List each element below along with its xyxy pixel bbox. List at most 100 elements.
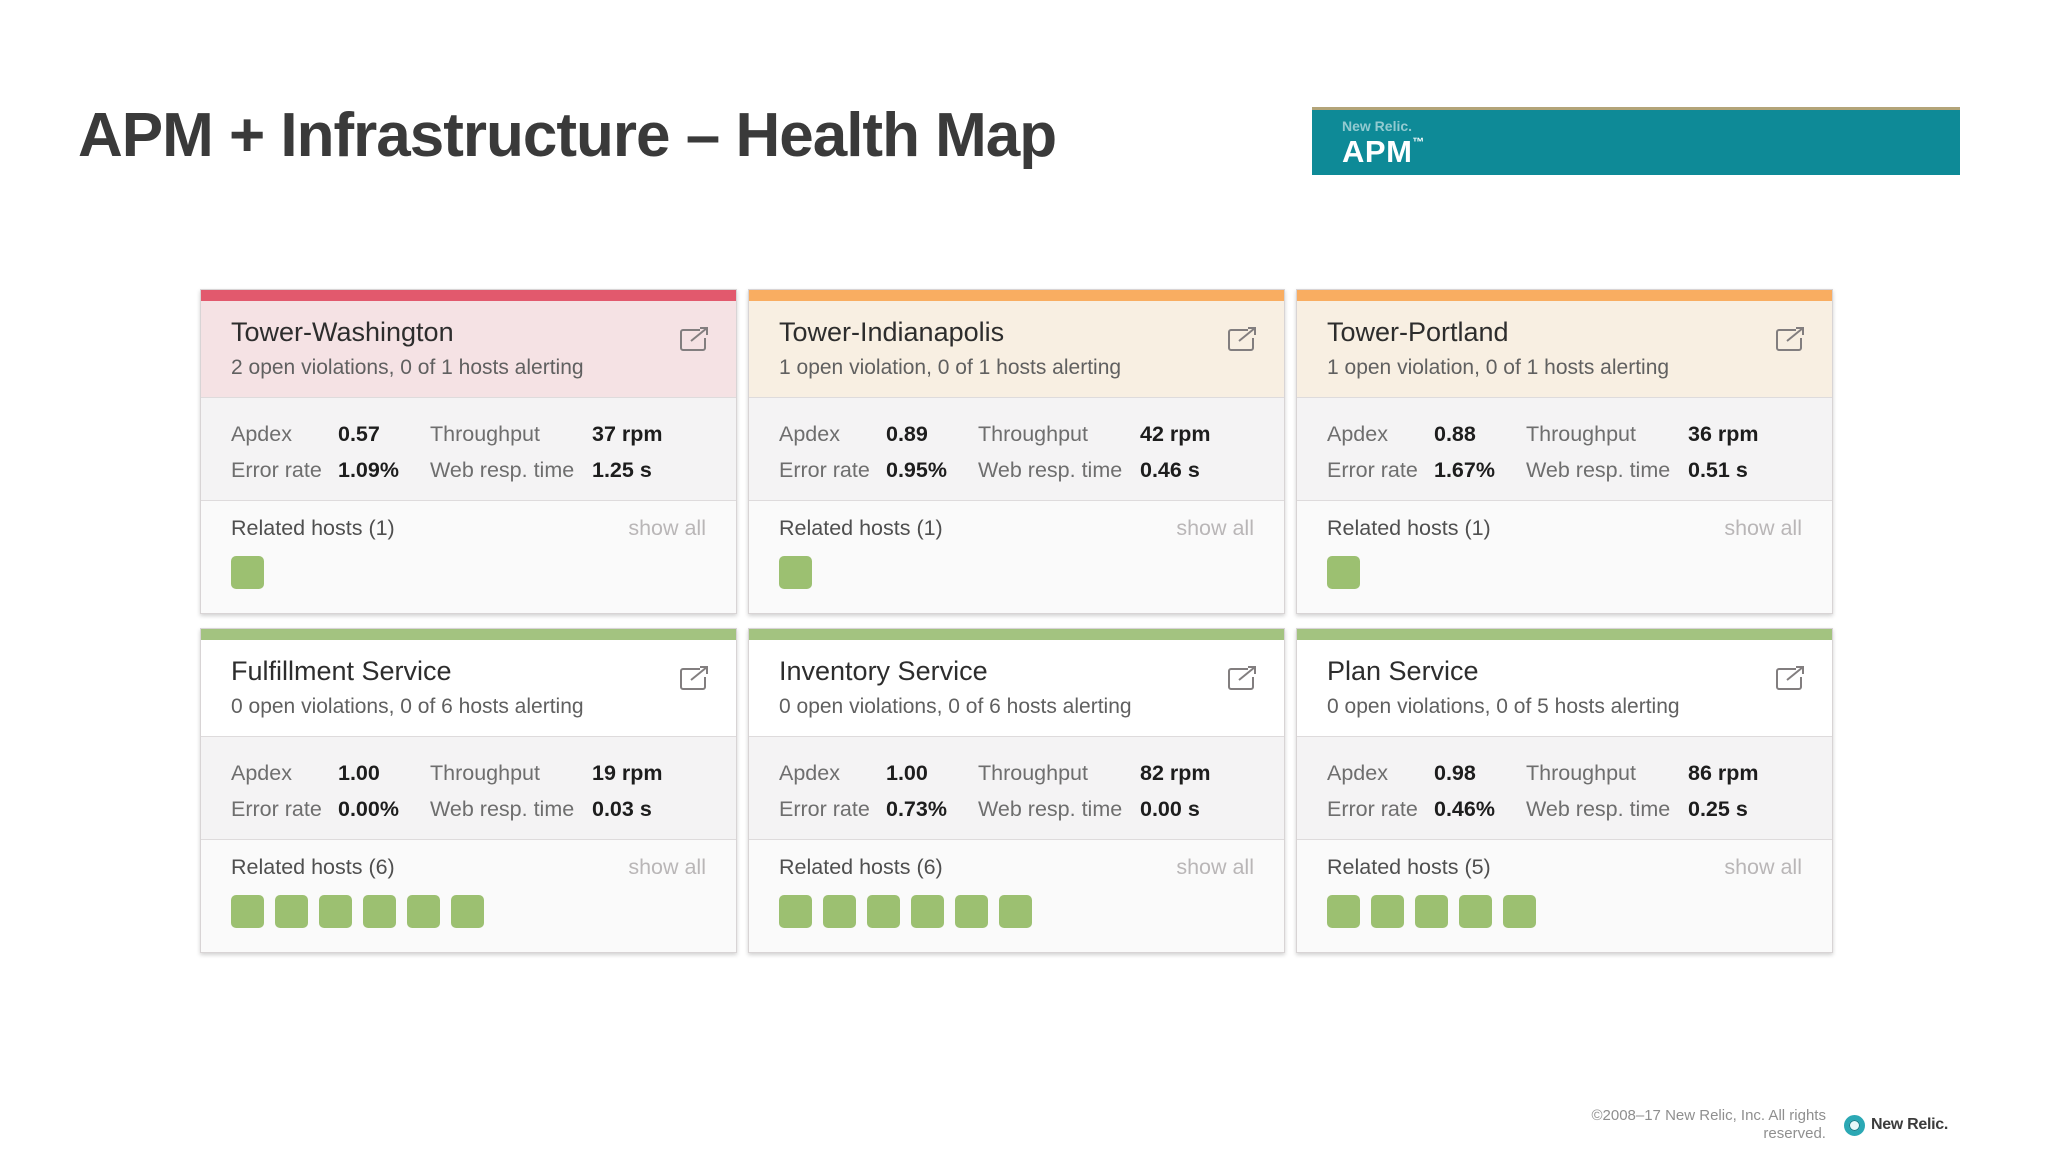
- host-square[interactable]: [319, 895, 352, 928]
- external-link-icon[interactable]: [676, 325, 712, 355]
- host-square[interactable]: [779, 556, 812, 589]
- metric-value: 1.00: [886, 761, 928, 785]
- metric-value: 0.25 s: [1688, 797, 1748, 821]
- metric-value: 0.89: [886, 422, 928, 446]
- footer: ©2008–17 New Relic, Inc. All rights rese…: [1586, 1107, 1948, 1145]
- show-all-link[interactable]: show all: [1724, 855, 1802, 879]
- card-header: Tower-Indianapolis 1 open violation, 0 o…: [749, 301, 1284, 398]
- external-link-icon[interactable]: [1772, 664, 1808, 694]
- health-map-card: Tower-Indianapolis 1 open violation, 0 o…: [748, 289, 1285, 614]
- card-violations: 1 open violation, 0 of 1 hosts alerting: [779, 356, 1122, 379]
- card-status-strip: [749, 290, 1284, 301]
- metric-value: 0.57: [338, 422, 380, 446]
- related-hosts-section: Related hosts (1) show all: [1297, 501, 1832, 613]
- host-square[interactable]: [955, 895, 988, 928]
- metric-value: 0.51 s: [1688, 458, 1748, 482]
- external-link-icon[interactable]: [1772, 325, 1808, 355]
- related-hosts-label: Related hosts (1): [779, 516, 943, 540]
- metric-label: Apdex: [1327, 761, 1388, 785]
- related-hosts-label: Related hosts (6): [779, 855, 943, 879]
- page-title: APM + Infrastructure – Health Map: [78, 101, 1057, 170]
- new-relic-logo: New Relic.: [1843, 1114, 1948, 1136]
- related-hosts-section: Related hosts (1) show all: [201, 501, 736, 613]
- host-square[interactable]: [231, 556, 264, 589]
- related-hosts-label: Related hosts (6): [231, 855, 395, 879]
- health-map-grid: Tower-Washington 2 open violations, 0 of…: [200, 289, 1833, 953]
- card-title: Plan Service: [1327, 656, 1479, 686]
- metric-value: 36 rpm: [1688, 422, 1759, 446]
- host-square[interactable]: [823, 895, 856, 928]
- card-title: Inventory Service: [779, 656, 988, 686]
- card-metrics: Apdex 0.88 Throughput 36 rpm Error rate 1.67%…: [1297, 398, 1832, 501]
- card-header: Plan Service 0 open violations, 0 of 5 h…: [1297, 640, 1832, 737]
- health-map-card: Fulfillment Service 0 open violations, 0…: [200, 628, 737, 953]
- metric-value: 42 rpm: [1140, 422, 1211, 446]
- host-square[interactable]: [407, 895, 440, 928]
- metric-label: Error rate: [231, 458, 322, 482]
- metric-label: Error rate: [779, 458, 870, 482]
- banner-product-text: APM: [1342, 134, 1413, 169]
- host-square[interactable]: [451, 895, 484, 928]
- metric-label: Apdex: [779, 761, 840, 785]
- metric-label: Throughput: [978, 761, 1088, 785]
- host-square[interactable]: [1459, 895, 1492, 928]
- host-square[interactable]: [1371, 895, 1404, 928]
- card-header: Fulfillment Service 0 open violations, 0…: [201, 640, 736, 737]
- copyright-text: ©2008–17 New Relic, Inc. All rights rese…: [1591, 1106, 1826, 1143]
- metric-label: Throughput: [430, 761, 540, 785]
- host-squares: [1327, 895, 1802, 928]
- banner-product-label: APM™: [1342, 136, 1960, 167]
- external-link-icon[interactable]: [676, 664, 712, 694]
- metric-label: Error rate: [1327, 797, 1418, 821]
- card-violations: 1 open violation, 0 of 1 hosts alerting: [1327, 356, 1670, 379]
- new-relic-orb-icon: [1843, 1114, 1865, 1136]
- card-metrics: Apdex 1.00 Throughput 82 rpm Error rate 0.73%…: [749, 737, 1284, 840]
- show-all-link[interactable]: show all: [1176, 855, 1254, 879]
- card-status-strip: [201, 629, 736, 640]
- card-header: Inventory Service 0 open violations, 0 o…: [749, 640, 1284, 737]
- metric-value: 0.46%: [1434, 797, 1495, 821]
- card-metrics: Apdex 0.57 Throughput 37 rpm Error rate 1.09%…: [201, 398, 736, 501]
- card-violations: 0 open violations, 0 of 6 hosts alerting: [779, 695, 1132, 718]
- card-violations: 0 open violations, 0 of 5 hosts alerting: [1327, 695, 1680, 718]
- host-square[interactable]: [1415, 895, 1448, 928]
- health-map-card: Tower-Washington 2 open violations, 0 of…: [200, 289, 737, 614]
- show-all-link[interactable]: show all: [628, 516, 706, 540]
- related-hosts-section: Related hosts (5) show all: [1297, 840, 1832, 952]
- metric-value: 1.00: [338, 761, 380, 785]
- metric-value: 0.03 s: [592, 797, 652, 821]
- show-all-link[interactable]: show all: [1724, 516, 1802, 540]
- host-squares: [1327, 556, 1802, 589]
- metric-value: 1.67%: [1434, 458, 1495, 482]
- host-square[interactable]: [363, 895, 396, 928]
- card-status-strip: [1297, 290, 1832, 301]
- metric-value: 86 rpm: [1688, 761, 1759, 785]
- host-squares: [231, 895, 706, 928]
- show-all-link[interactable]: show all: [1176, 516, 1254, 540]
- host-square[interactable]: [1327, 556, 1360, 589]
- card-title: Tower-Portland: [1327, 317, 1509, 347]
- external-link-icon[interactable]: [1224, 664, 1260, 694]
- metric-label: Error rate: [231, 797, 322, 821]
- host-square[interactable]: [999, 895, 1032, 928]
- host-square[interactable]: [1503, 895, 1536, 928]
- metric-value: 0.88: [1434, 422, 1476, 446]
- host-square[interactable]: [911, 895, 944, 928]
- host-square[interactable]: [1327, 895, 1360, 928]
- host-square[interactable]: [779, 895, 812, 928]
- metric-value: 19 rpm: [592, 761, 663, 785]
- related-hosts-label: Related hosts (5): [1327, 855, 1491, 879]
- metric-label: Apdex: [231, 422, 292, 446]
- host-square[interactable]: [867, 895, 900, 928]
- metric-value: 37 rpm: [592, 422, 663, 446]
- metric-label: Apdex: [779, 422, 840, 446]
- host-square[interactable]: [275, 895, 308, 928]
- host-square[interactable]: [231, 895, 264, 928]
- metric-value: 0.73%: [886, 797, 947, 821]
- health-map-card: Inventory Service 0 open violations, 0 o…: [748, 628, 1285, 953]
- metric-label: Apdex: [1327, 422, 1388, 446]
- metric-value: 0.00%: [338, 797, 399, 821]
- metric-label: Throughput: [1526, 422, 1636, 446]
- show-all-link[interactable]: show all: [628, 855, 706, 879]
- external-link-icon[interactable]: [1224, 325, 1260, 355]
